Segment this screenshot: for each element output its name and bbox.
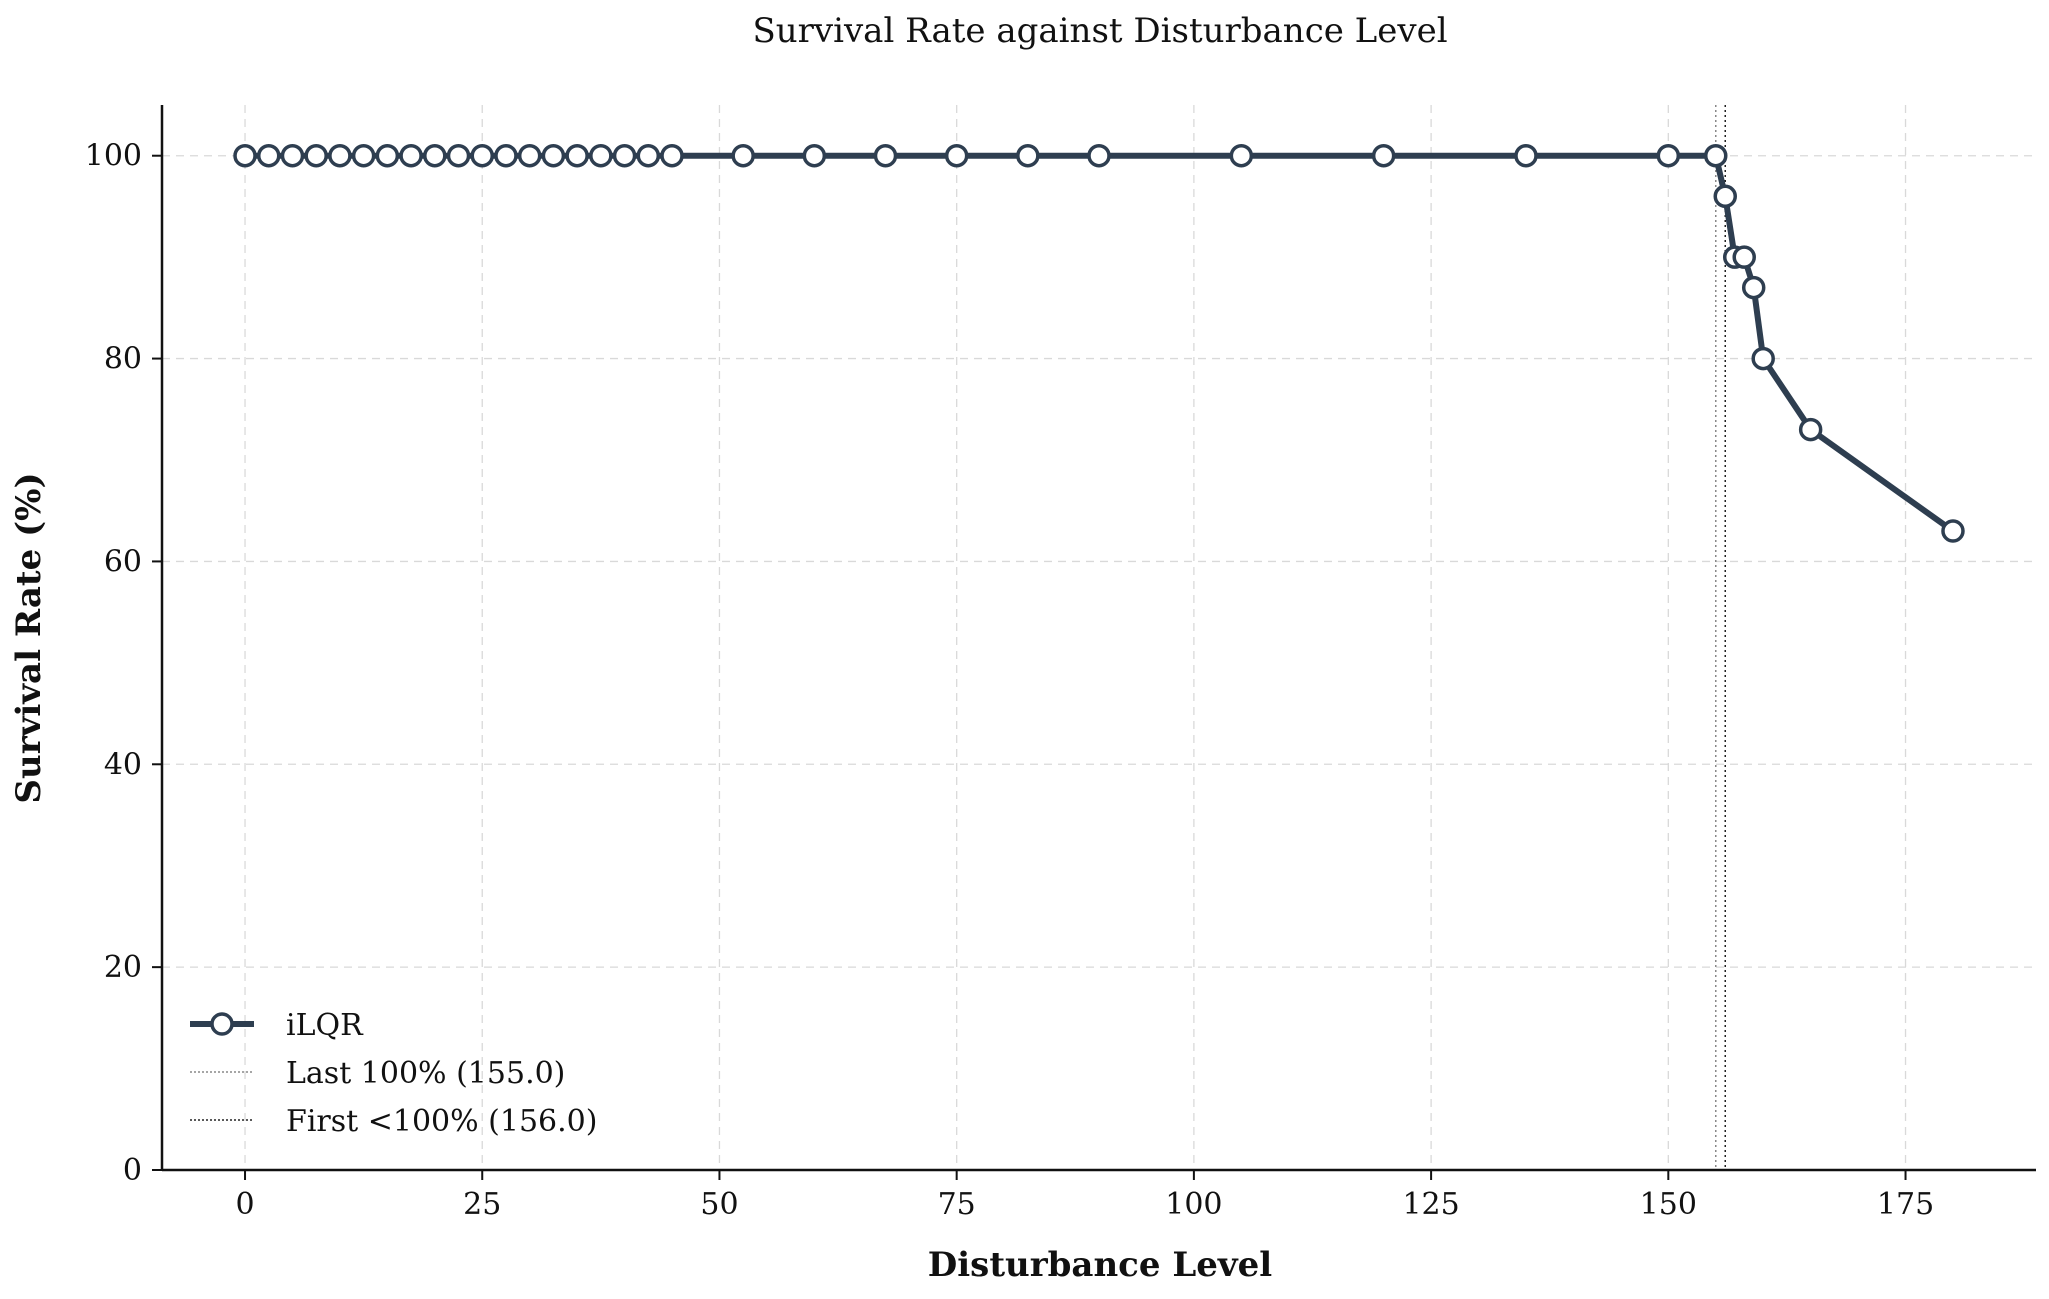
data-point — [565, 143, 589, 168]
data-point — [660, 143, 684, 168]
data-point — [541, 143, 566, 168]
data-point — [470, 143, 494, 168]
reference-lines — [1715, 105, 1726, 1170]
legend-swatch-marker — [210, 1012, 234, 1036]
data-point — [494, 143, 518, 168]
data-point — [802, 143, 827, 168]
y-tick-label: 0 — [123, 1153, 142, 1188]
series-group — [233, 143, 1965, 543]
data-point — [1087, 143, 1111, 168]
data-point — [328, 143, 352, 168]
data-point — [233, 143, 257, 168]
x-tick-label: 75 — [938, 1187, 976, 1222]
legend-label: iLQR — [286, 1008, 364, 1043]
data-point — [1798, 417, 1823, 442]
x-tick-label: 125 — [1402, 1187, 1459, 1222]
y-tick-label: 40 — [104, 747, 142, 782]
data-point — [375, 143, 400, 168]
data-point — [446, 143, 471, 168]
data-point — [423, 143, 447, 168]
data-point — [1713, 184, 1737, 209]
data-point — [1656, 143, 1681, 168]
data-point — [612, 143, 637, 168]
data-point — [399, 143, 423, 168]
data-point — [1229, 143, 1254, 168]
data-point — [256, 143, 281, 168]
data-point — [351, 143, 376, 168]
x-tick-label: 25 — [463, 1187, 501, 1222]
legend: iLQR Last 100% (155.0) First <100% (156.0) — [190, 1008, 597, 1139]
data-point — [636, 143, 661, 168]
data-point — [1751, 346, 1775, 371]
data-point — [1741, 275, 1766, 300]
data-point — [1514, 143, 1538, 168]
x-tick-label: 0 — [235, 1187, 254, 1222]
y-ticks: 0 20 40 60 80 100 — [85, 139, 162, 1188]
data-point — [1732, 245, 1756, 269]
chart-title: Survival Rate against Disturbance Level — [752, 11, 1447, 51]
grid — [162, 105, 2036, 1171]
data-point — [731, 143, 755, 168]
x-tick-label: 50 — [700, 1187, 738, 1222]
data-point — [1016, 143, 1040, 168]
data-point — [873, 143, 898, 168]
y-tick-label: 20 — [104, 950, 142, 985]
axes — [160, 105, 2036, 1172]
y-axis-label: Survival Rate (%) — [9, 472, 49, 803]
data-point — [304, 143, 328, 168]
legend-label: Last 100% (155.0) — [286, 1056, 565, 1091]
data-point — [517, 143, 542, 168]
y-tick-label: 100 — [85, 139, 142, 174]
data-point — [944, 143, 969, 168]
x-ticks: 0 25 50 75 100 125 150 175 — [235, 1170, 1934, 1222]
x-tick-label: 150 — [1640, 1187, 1697, 1222]
data-point — [1371, 143, 1396, 168]
x-tick-label: 100 — [1165, 1187, 1222, 1222]
data-point — [589, 143, 613, 168]
legend-label: First <100% (156.0) — [286, 1104, 597, 1139]
y-tick-label: 80 — [104, 342, 142, 377]
data-point — [280, 143, 305, 168]
x-tick-label: 175 — [1877, 1187, 1934, 1222]
y-tick-label: 60 — [104, 544, 142, 579]
x-axis-label: Disturbance Level — [928, 1245, 1273, 1285]
data-point — [1704, 143, 1728, 168]
series-line — [242, 152, 1956, 534]
data-point — [1941, 519, 1965, 543]
